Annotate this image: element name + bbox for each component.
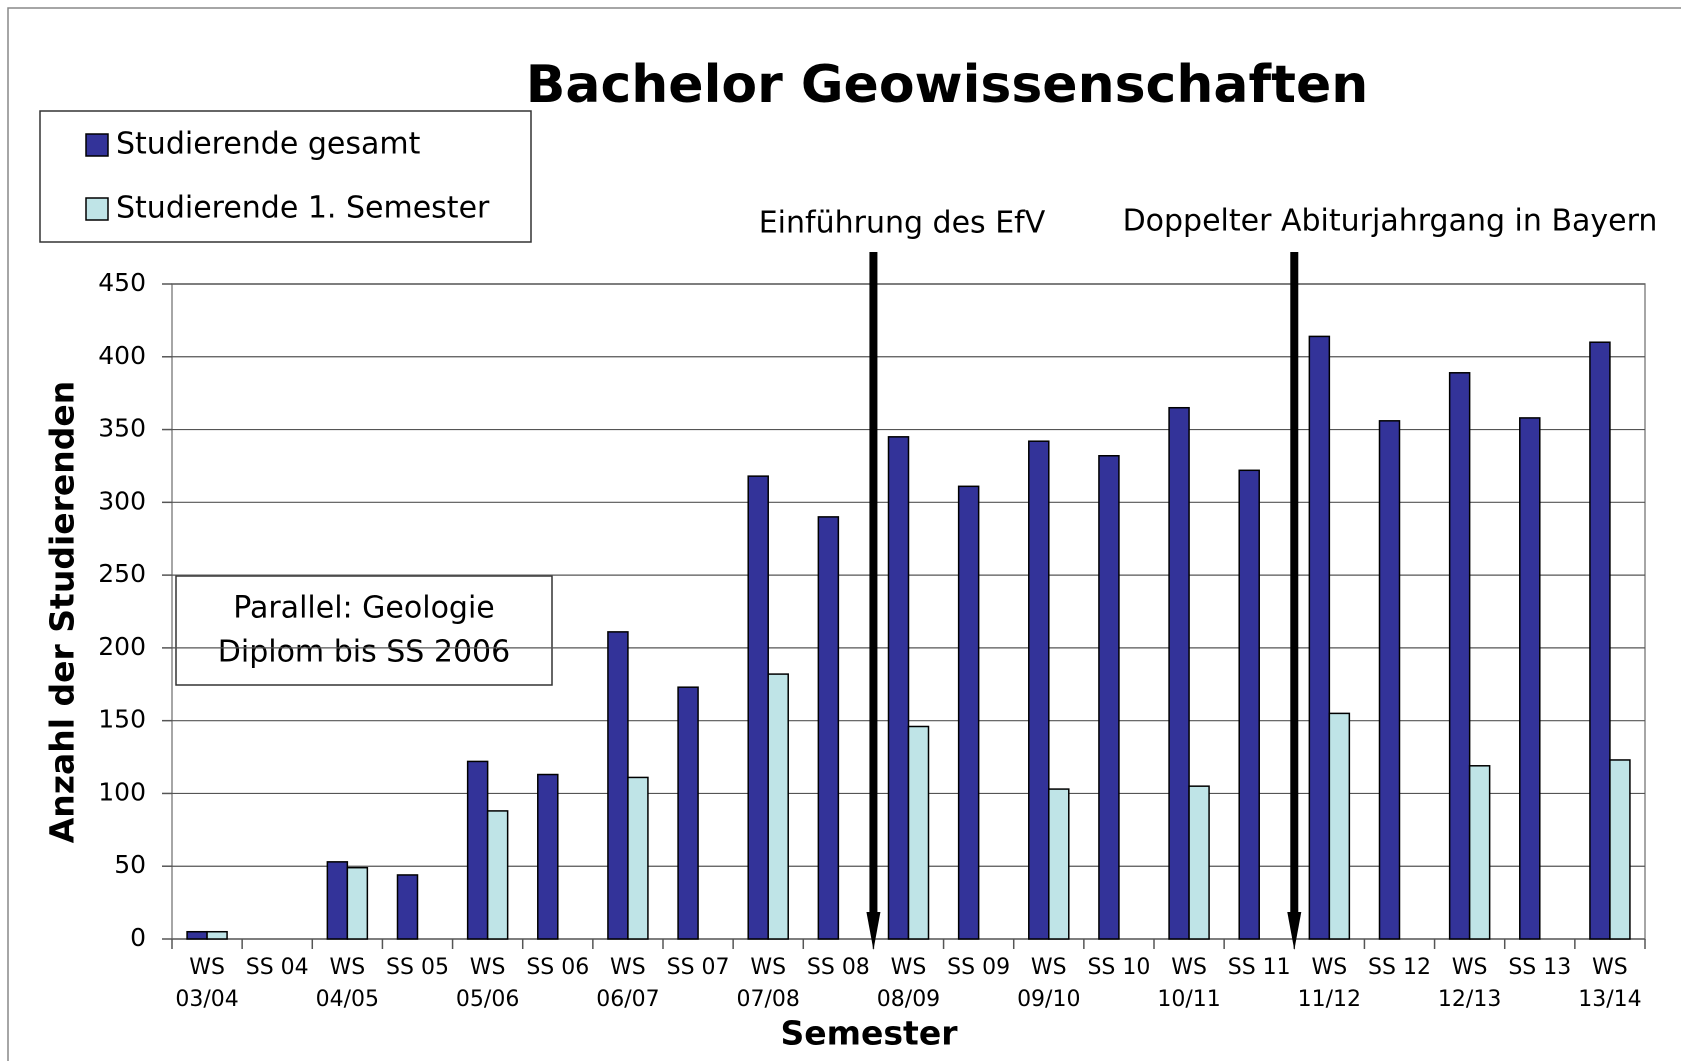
bar — [537, 773, 559, 940]
y-tick-label: 300 — [98, 486, 146, 515]
bar — [1188, 785, 1210, 940]
x-tick-label: WS 06/07 — [596, 955, 660, 1012]
x-tick-label: WS 13/14 — [1578, 955, 1642, 1012]
bar — [1328, 712, 1351, 940]
bar — [1238, 469, 1260, 940]
bar — [486, 810, 509, 940]
bar — [907, 725, 930, 940]
x-tick-label: SS 06 — [526, 955, 590, 980]
x-tick-label: WS 09/10 — [1017, 955, 1081, 1012]
y-tick-label: 0 — [130, 923, 146, 952]
x-tick-label: SS 11 — [1227, 955, 1291, 980]
bar — [627, 776, 649, 940]
bar — [186, 930, 208, 940]
x-tick-label: SS 04 — [245, 955, 309, 980]
annotation: Einführung des EfV — [759, 206, 1046, 241]
bar — [1378, 420, 1401, 940]
bar — [1589, 341, 1611, 940]
bar — [1098, 455, 1120, 940]
x-tick-label: WS 05/06 — [455, 955, 520, 1012]
x-tick-label: WS 11/12 — [1297, 955, 1362, 1012]
bar — [346, 866, 369, 940]
y-tick-label: 200 — [98, 632, 146, 661]
frame — [7, 7, 1681, 1061]
arrow-head — [1287, 912, 1302, 950]
y-tick-label: 450 — [98, 268, 146, 297]
bar — [1519, 417, 1541, 940]
y-tick-label: 350 — [98, 414, 146, 443]
x-tick-label: WS 10/11 — [1157, 955, 1221, 1012]
x-tick-label: SS 07 — [666, 955, 730, 980]
x-tick-label: WS 03/04 — [175, 955, 239, 1012]
legend-label: Studierende gesamt — [116, 127, 421, 162]
bar — [1028, 440, 1050, 940]
note-box — [175, 575, 553, 686]
x-tick-label: SS 05 — [386, 955, 449, 980]
bar — [677, 686, 699, 940]
x-tick-label: SS 12 — [1368, 955, 1431, 980]
x-tick-label: WS 04/05 — [315, 955, 380, 1012]
bar — [326, 861, 349, 940]
bar — [607, 631, 629, 940]
arrow-head — [866, 912, 881, 950]
bar — [887, 436, 910, 940]
note-line: Parallel: Geologie — [233, 591, 495, 626]
legend-swatch — [85, 197, 109, 221]
bar — [1448, 372, 1471, 940]
bar — [1308, 335, 1331, 940]
legend-label: Studierende 1. Semester — [116, 191, 490, 226]
x-axis-title: Semester — [781, 1014, 959, 1053]
y-tick-label: 50 — [114, 850, 146, 879]
y-tick-label: 150 — [98, 705, 146, 734]
y-tick-label: 250 — [98, 559, 146, 588]
bar — [1168, 406, 1190, 940]
x-tick-label: SS 09 — [947, 955, 1011, 980]
bar — [396, 874, 419, 940]
y-tick-label: 400 — [98, 341, 146, 370]
x-tick-label: SS 13 — [1508, 955, 1572, 980]
annotation: Doppelter Abiturjahrgang in Bayern — [1123, 204, 1658, 239]
bar — [206, 930, 228, 940]
bar — [817, 516, 840, 940]
legend-swatch — [85, 133, 109, 157]
bar — [466, 760, 489, 940]
bar — [1048, 788, 1070, 940]
bar — [957, 485, 980, 940]
chart-title: Bachelor Geowissenschaften — [526, 55, 1369, 115]
note-line: Diplom bis SS 2006 — [218, 635, 510, 670]
x-tick-label: SS 08 — [806, 955, 870, 980]
y-tick-label: 100 — [98, 777, 146, 806]
x-tick-label: WS 07/08 — [736, 955, 800, 1012]
y-axis-title: Anzahl der Studierenden — [43, 381, 82, 844]
bar — [767, 673, 789, 940]
x-tick-label: SS 10 — [1087, 955, 1151, 980]
x-tick-label: WS 12/13 — [1437, 955, 1502, 1012]
bar — [1468, 765, 1491, 940]
bar — [1609, 759, 1631, 940]
legend-box — [39, 110, 532, 243]
x-tick-label: WS 08/09 — [876, 955, 941, 1012]
bar — [747, 475, 769, 940]
